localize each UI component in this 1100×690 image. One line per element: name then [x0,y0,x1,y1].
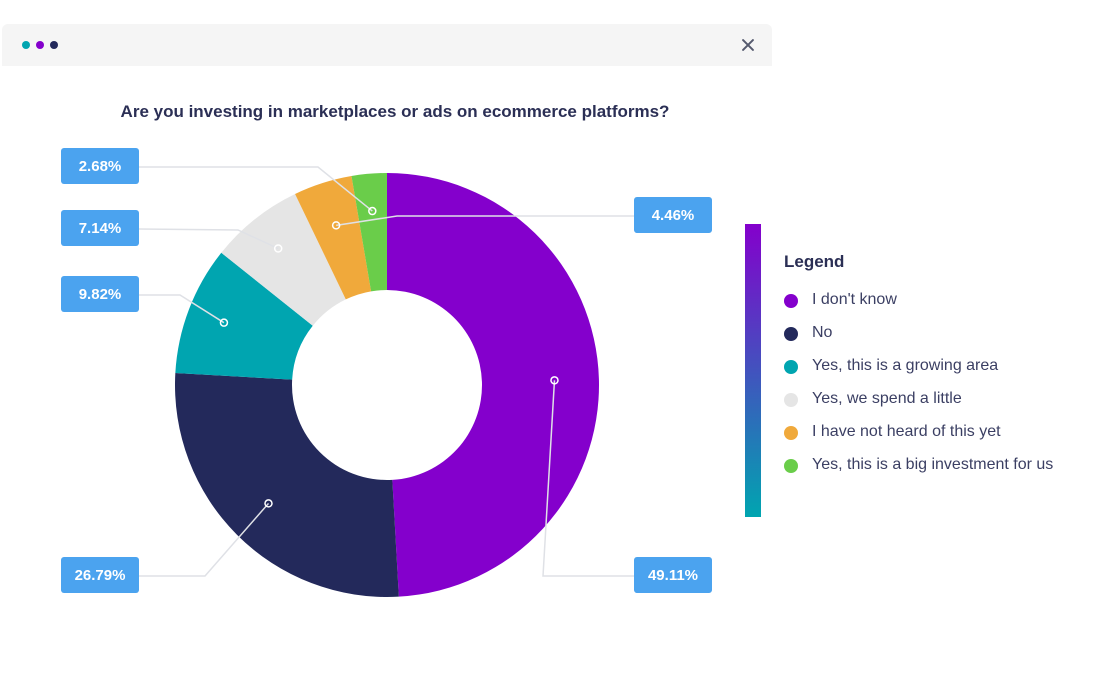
legend-item-yes-this-is-a-growing-area[interactable]: Yes, this is a growing area [784,357,1053,390]
legend-label: I don't know [812,291,897,308]
callout-box-i-have-not-heard-of-this-yet [634,197,712,233]
slice-yes-this-is-a-growing-area[interactable] [175,252,313,380]
leader-line-yes-we-spend-a-little [138,228,279,250]
slice-yes-this-is-a-big-investment-for-us[interactable] [351,173,387,292]
legend-label: Yes, this is a growing area [812,357,999,374]
leader-dot-yes-we-spend-a-little [273,244,283,253]
leader-dot-no [264,499,273,508]
leader-dot-yes-this-is-a-big-investment-for-us [368,206,377,216]
legend-list: I don't know No Yes, this is a growing are… [784,291,1053,489]
legend-swatch-icon [784,426,798,440]
legend-swatch-icon [784,327,798,341]
legend-swatch-icon [784,393,798,407]
data-label-i-don-t-know: 49.11% [648,567,698,584]
leader-dot-i-don-t-know [550,376,559,385]
legend-label: I have not heard of this yet [812,423,1001,440]
window-titlebar [2,24,772,66]
donut-slices [174,173,600,597]
legend-item-no[interactable]: No [784,324,1053,357]
legend-item-i-don-t-know[interactable]: I don't know [784,291,1053,324]
legend-gradient-bar [745,224,761,517]
slice-no[interactable] [174,373,399,597]
legend-item-i-have-not-heard-of-this-yet[interactable]: I have not heard of this yet [784,423,1053,456]
legend-swatch-icon [784,459,798,473]
leader-dot-i-have-not-heard-of-this-yet [331,221,341,230]
data-label-yes-this-is-a-big-investment-for-us: 2.68% [79,158,122,175]
leader-dot-yes-this-is-a-growing-area [219,318,229,327]
legend-label: Yes, we spend a little [812,390,962,407]
data-label-yes-this-is-a-growing-area: 9.82% [79,286,122,303]
data-label-yes-we-spend-a-little: 7.14% [79,220,122,237]
slice-i-have-not-heard-of-this-yet[interactable] [295,175,372,300]
legend-title: Legend [784,252,845,271]
leader-line-i-have-not-heard-of-this-yet [336,215,634,227]
callout-box-no [61,557,139,593]
leader-line-yes-this-is-a-big-investment-for-us [139,166,373,212]
legend-swatch-icon [784,294,798,308]
callout-box-i-don-t-know [634,557,712,593]
callout-box-yes-this-is-a-growing-area [61,276,139,312]
window-dot-purple-icon [36,41,44,49]
callout-box-yes-we-spend-a-little [61,210,139,246]
callout-labels: 49.11% 26.79% 9.82% 7.14% 4.46% 2.68% [61,148,712,593]
slice-yes-we-spend-a-little[interactable] [221,193,346,326]
legend-label: Yes, this is a big investment for us [812,456,1054,473]
chart-title: Are you investing in marketplaces or ads… [120,102,670,121]
legend-swatch-icon [784,360,798,374]
callout-lines [138,166,634,577]
leader-line-yes-this-is-a-growing-area [139,294,225,324]
legend: Legend I don't know No Yes, this is a grow… [745,224,1085,517]
donut-chart: 49.11% 26.79% 9.82% 7.14% 4.46% 2.68% [61,148,712,597]
leader-line-i-don-t-know [542,380,634,577]
slice-i-don-t-know[interactable] [387,173,600,597]
legend-item-yes-we-spend-a-little[interactable]: Yes, we spend a little [784,390,1053,423]
legend-item-yes-this-is-a-big-investment-for-us[interactable]: Yes, this is a big investment for us [784,456,1053,489]
data-label-i-have-not-heard-of-this-yet: 4.46% [652,207,695,224]
window-dot-navy-icon [50,41,58,49]
legend-label: No [812,324,833,341]
data-label-no: 26.79% [75,567,126,584]
window-dot-teal-icon [22,41,30,49]
leader-line-no [139,502,270,577]
callout-box-yes-this-is-a-big-investment-for-us [61,148,139,184]
